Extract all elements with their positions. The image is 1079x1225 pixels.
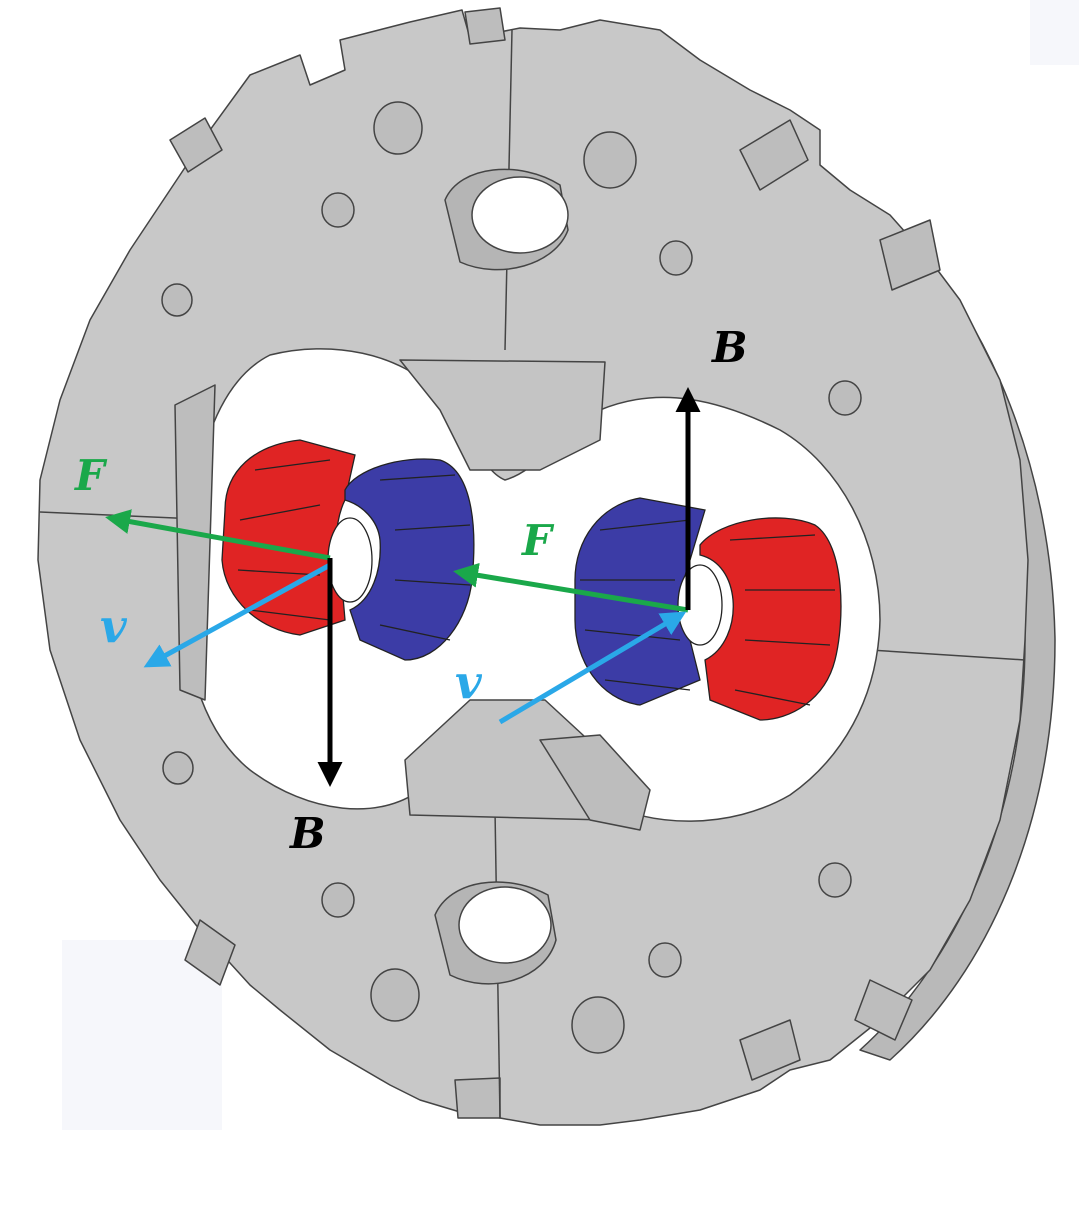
bore-bottom-opening [458,886,552,964]
pole-top [399,359,606,471]
label-f-left: F [74,451,108,500]
hole [818,862,852,898]
coil-left-bore [327,517,373,603]
hole [161,283,193,317]
notch-8 [184,919,236,986]
velocity-arrow-left [143,562,332,668]
seam-right [869,649,1026,661]
hole [648,942,682,978]
force-arrow-left [105,509,331,561]
coil-red-right-slot [729,534,835,706]
bore-top-opening [471,176,569,254]
hole [373,101,423,155]
coil-red-left-slot [237,459,331,621]
notch-3 [739,119,809,191]
coil-blue-left [344,458,475,661]
notch-6 [739,1019,801,1081]
label-v-center: v [455,655,483,709]
hole [659,240,693,276]
yoke-icon [37,7,1056,1126]
hole [828,380,862,416]
coil-pair-left [221,439,475,661]
notch-4 [879,219,941,291]
inner-left-step [174,384,216,701]
inner-right-step [539,734,651,831]
background-patch-bottom-left [62,940,222,1130]
hole [321,882,355,918]
hole [583,131,637,189]
label-f-center: F [521,516,555,565]
notch-5 [854,979,913,1041]
label-b-bottom: B [289,809,326,858]
coil-blue-right-slot [580,519,691,691]
label-b-top: B [711,323,748,372]
coil-red-right [699,517,842,721]
hole [571,996,625,1054]
force-arrow-right [453,562,689,613]
notch-7 [454,1077,501,1119]
velocity-arrow-right [498,611,687,725]
coil-right-bore [677,564,723,646]
hole [162,751,194,785]
label-v-left: v [100,599,128,653]
notch-2 [464,7,506,45]
notch-1 [169,117,223,173]
hole [370,968,420,1022]
hole [321,192,355,228]
coil-blue-left-slot [379,474,471,641]
background-patch-top-right [1030,0,1079,65]
